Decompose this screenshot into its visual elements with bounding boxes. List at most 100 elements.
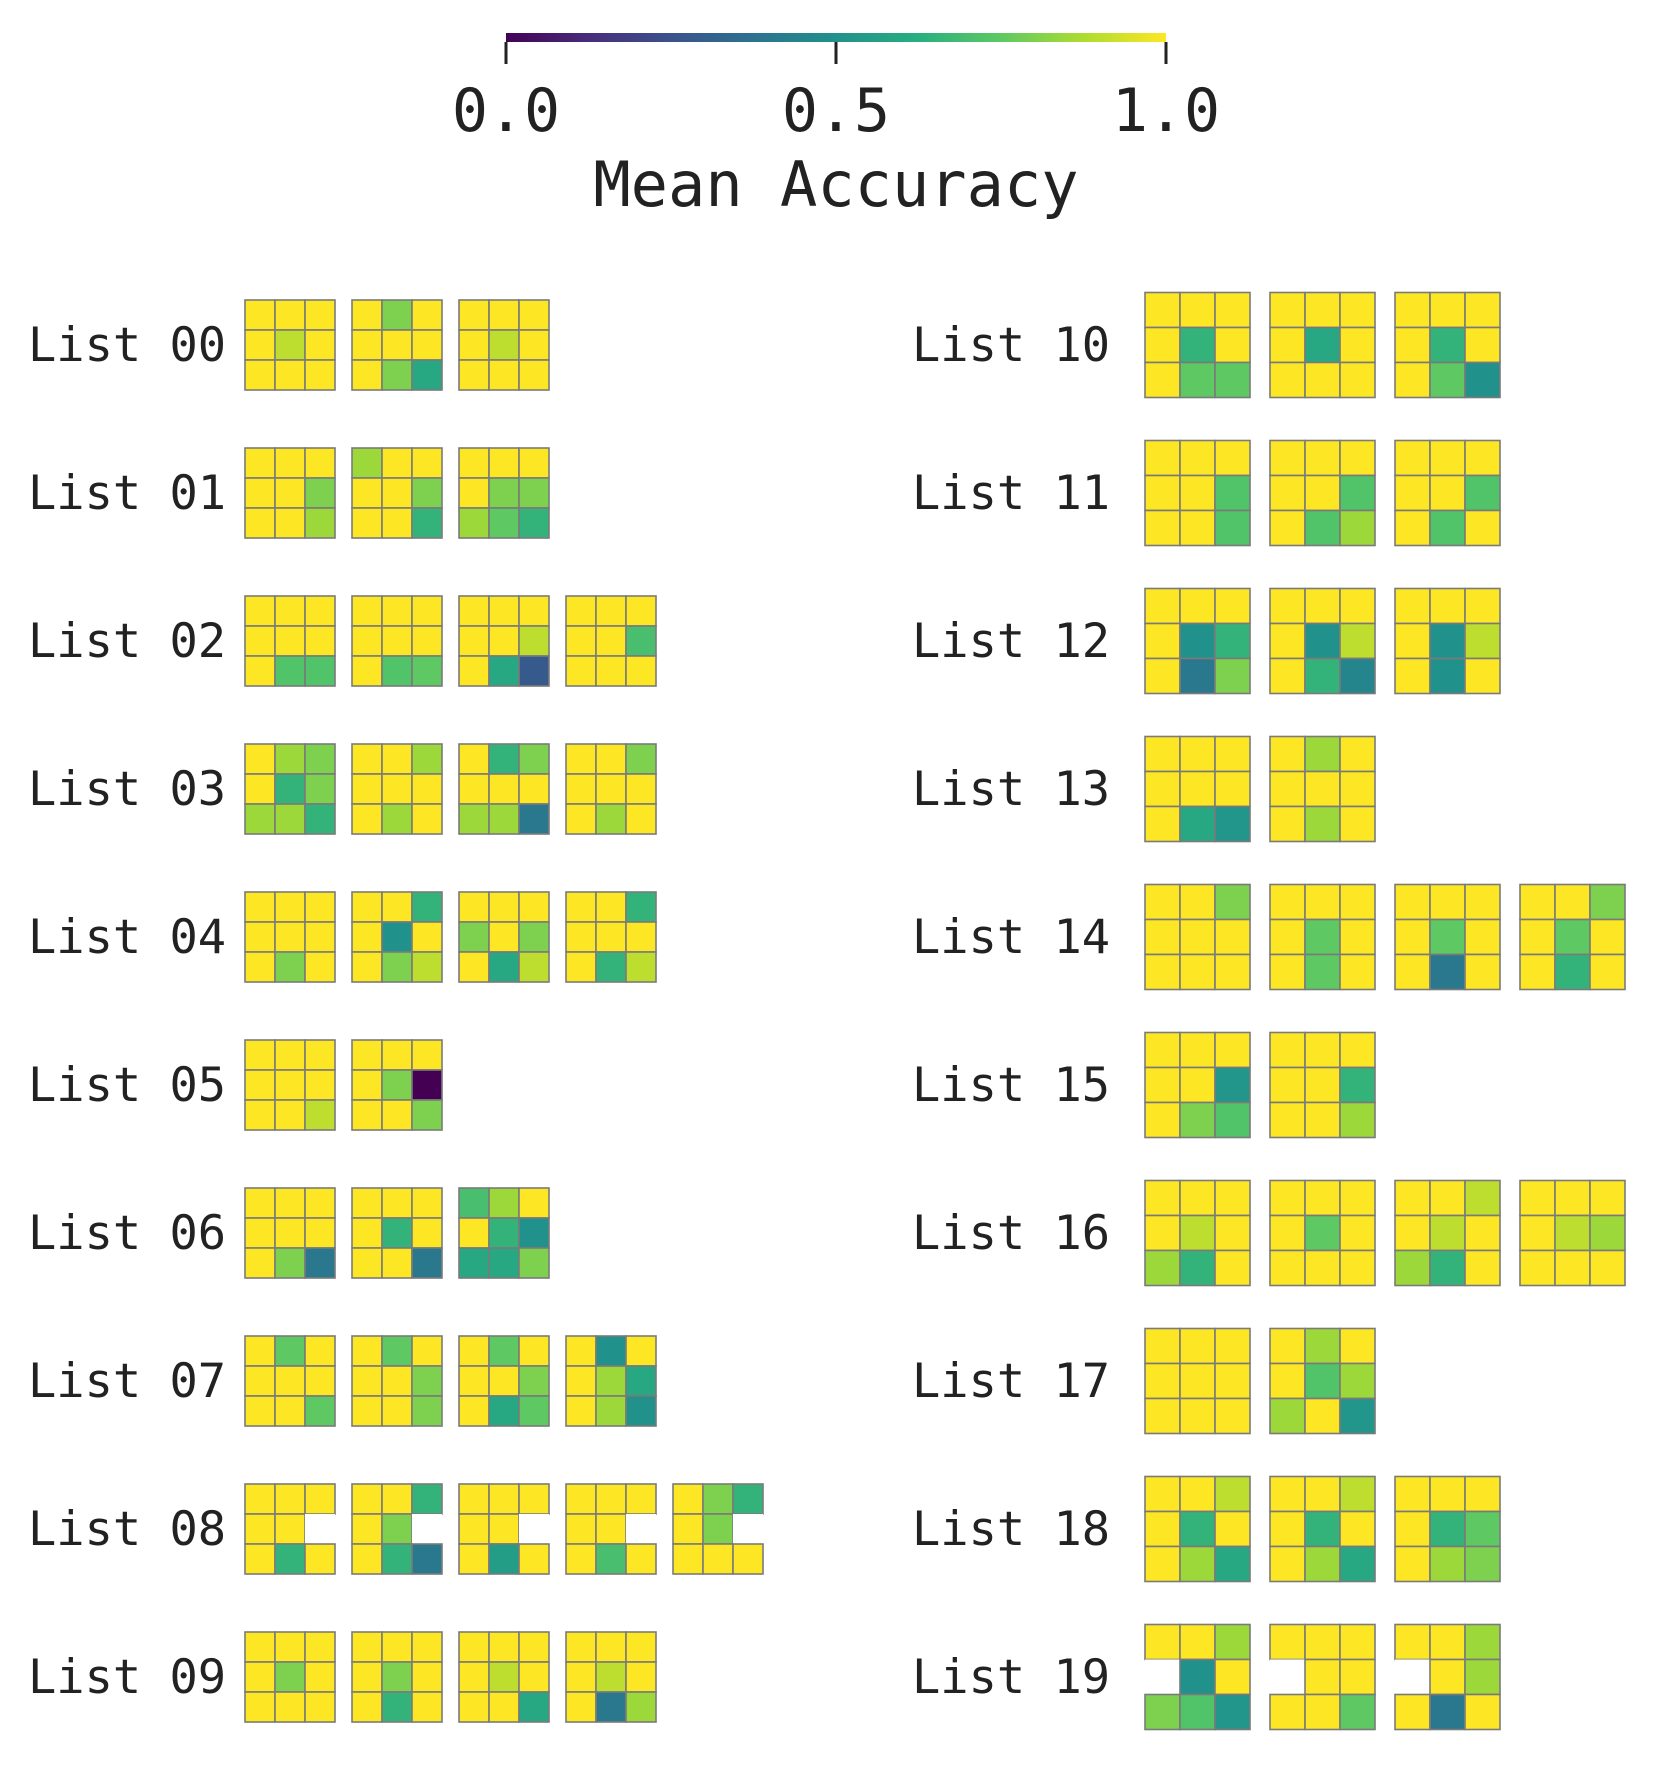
heatmap-cell — [518, 507, 550, 539]
heatmap-cell — [488, 477, 520, 509]
heatmap-cell — [1394, 1693, 1431, 1731]
heatmap-grid — [458, 1483, 550, 1575]
heatmap-cell — [1394, 291, 1431, 329]
heatmap-cell — [1394, 1623, 1431, 1661]
heatmap-cell — [1269, 883, 1306, 921]
heatmap-cell — [304, 655, 336, 687]
heatmap-grid — [244, 1483, 336, 1575]
heatmap-cell — [1394, 439, 1431, 477]
heatmap-grid — [1394, 439, 1501, 547]
heatmap-cell — [458, 1395, 490, 1427]
heatmap-cell — [304, 1691, 336, 1723]
heatmap-cell — [1179, 326, 1216, 364]
heatmap-cell — [565, 1395, 597, 1427]
heatmap-cell — [411, 655, 443, 687]
heatmap-grid — [565, 891, 657, 983]
heatmap-cell — [244, 951, 276, 983]
heatmap-cell — [565, 803, 597, 835]
heatmap-cell — [1179, 291, 1216, 329]
heatmap-cell — [411, 1335, 443, 1367]
heatmap-cell — [351, 1661, 383, 1693]
heatmap-cell — [244, 1335, 276, 1367]
heatmap-grid — [565, 595, 657, 687]
heatmap-cell — [1429, 439, 1466, 477]
heatmap-cell — [1179, 1510, 1216, 1548]
heatmap-cell — [1144, 1179, 1181, 1217]
heatmap-cell — [518, 1483, 550, 1515]
heatmap-cell — [518, 743, 550, 775]
heatmap-cell — [1144, 587, 1181, 625]
heatmap-grid — [244, 1335, 336, 1427]
heatmap-cell — [1464, 657, 1501, 695]
heatmap-cell — [274, 1661, 306, 1693]
heatmap-cell — [1269, 291, 1306, 329]
heatmap-cell — [1429, 657, 1466, 695]
heatmap-cell — [518, 891, 550, 923]
heatmap-cell — [1304, 1397, 1341, 1435]
heatmap-cell-missing — [1395, 1659, 1430, 1695]
heatmap-cell — [274, 447, 306, 479]
heatmap-cell — [1589, 883, 1626, 921]
heatmap-cell — [458, 1365, 490, 1397]
heatmap-cell — [1304, 953, 1341, 991]
heatmap-cell — [351, 595, 383, 627]
heatmap-cell — [1394, 918, 1431, 956]
heatmap-grid — [1394, 291, 1501, 399]
heatmap-cell — [1144, 439, 1181, 477]
heatmap-cell — [1464, 361, 1501, 399]
list-label: List 06 — [28, 1206, 226, 1261]
heatmap-cell — [488, 1631, 520, 1663]
heatmap-grid — [1269, 1475, 1376, 1583]
heatmap-cell — [274, 507, 306, 539]
heatmap-grid — [351, 891, 443, 983]
heatmap-cell — [1269, 622, 1306, 660]
heatmap-cell — [1304, 474, 1341, 512]
list-label: List 00 — [28, 318, 226, 373]
heatmap-cell — [1144, 1397, 1181, 1435]
heatmap-cell — [1144, 1214, 1181, 1252]
heatmap-cell-missing — [1270, 1659, 1305, 1695]
list-row: List 06 — [28, 1187, 550, 1279]
heatmap-cell — [1214, 1327, 1251, 1365]
heatmap-cell — [351, 1039, 383, 1071]
heatmap-cell — [381, 1247, 413, 1279]
heatmap-cell — [1464, 953, 1501, 991]
heatmap-cell — [1214, 770, 1251, 808]
heatmap-cell — [351, 1691, 383, 1723]
heatmap-cell — [1179, 1475, 1216, 1513]
heatmap-cell — [1214, 657, 1251, 695]
heatmap-cell — [625, 951, 657, 983]
heatmap-cell — [488, 743, 520, 775]
heatmap-cell — [1304, 770, 1341, 808]
heatmap-cell — [458, 1187, 490, 1219]
heatmap-grid — [1144, 735, 1251, 843]
heatmap-cell — [625, 1631, 657, 1663]
heatmap-cell — [1179, 587, 1216, 625]
heatmap-cell — [1269, 1362, 1306, 1400]
heatmap-cell — [411, 1631, 443, 1663]
heatmap-cell — [304, 1543, 336, 1575]
heatmap-cell — [381, 359, 413, 391]
heatmap-grid — [1394, 587, 1501, 695]
heatmap-cell — [458, 1247, 490, 1279]
heatmap-cell — [411, 1039, 443, 1071]
heatmap-cell — [458, 625, 490, 657]
heatmap-cell — [1144, 918, 1181, 956]
heatmap-cell — [1269, 326, 1306, 364]
heatmap-cell — [488, 1247, 520, 1279]
heatmap-cell — [518, 1247, 550, 1279]
heatmap-cell — [381, 1631, 413, 1663]
heatmap-cell — [1179, 1214, 1216, 1252]
heatmap-cell — [565, 891, 597, 923]
heatmap-cell — [244, 507, 276, 539]
heatmap-cell — [458, 1513, 490, 1545]
heatmap-cell — [595, 743, 627, 775]
heatmap-cell — [1214, 1658, 1251, 1696]
heatmap-cell — [411, 773, 443, 805]
heatmap-cell — [1464, 918, 1501, 956]
heatmap-cell — [1179, 474, 1216, 512]
heatmap-cell — [672, 1483, 704, 1515]
heatmap-grid — [565, 743, 657, 835]
list-row: List 09 — [28, 1631, 657, 1723]
heatmap-cell — [518, 1661, 550, 1693]
